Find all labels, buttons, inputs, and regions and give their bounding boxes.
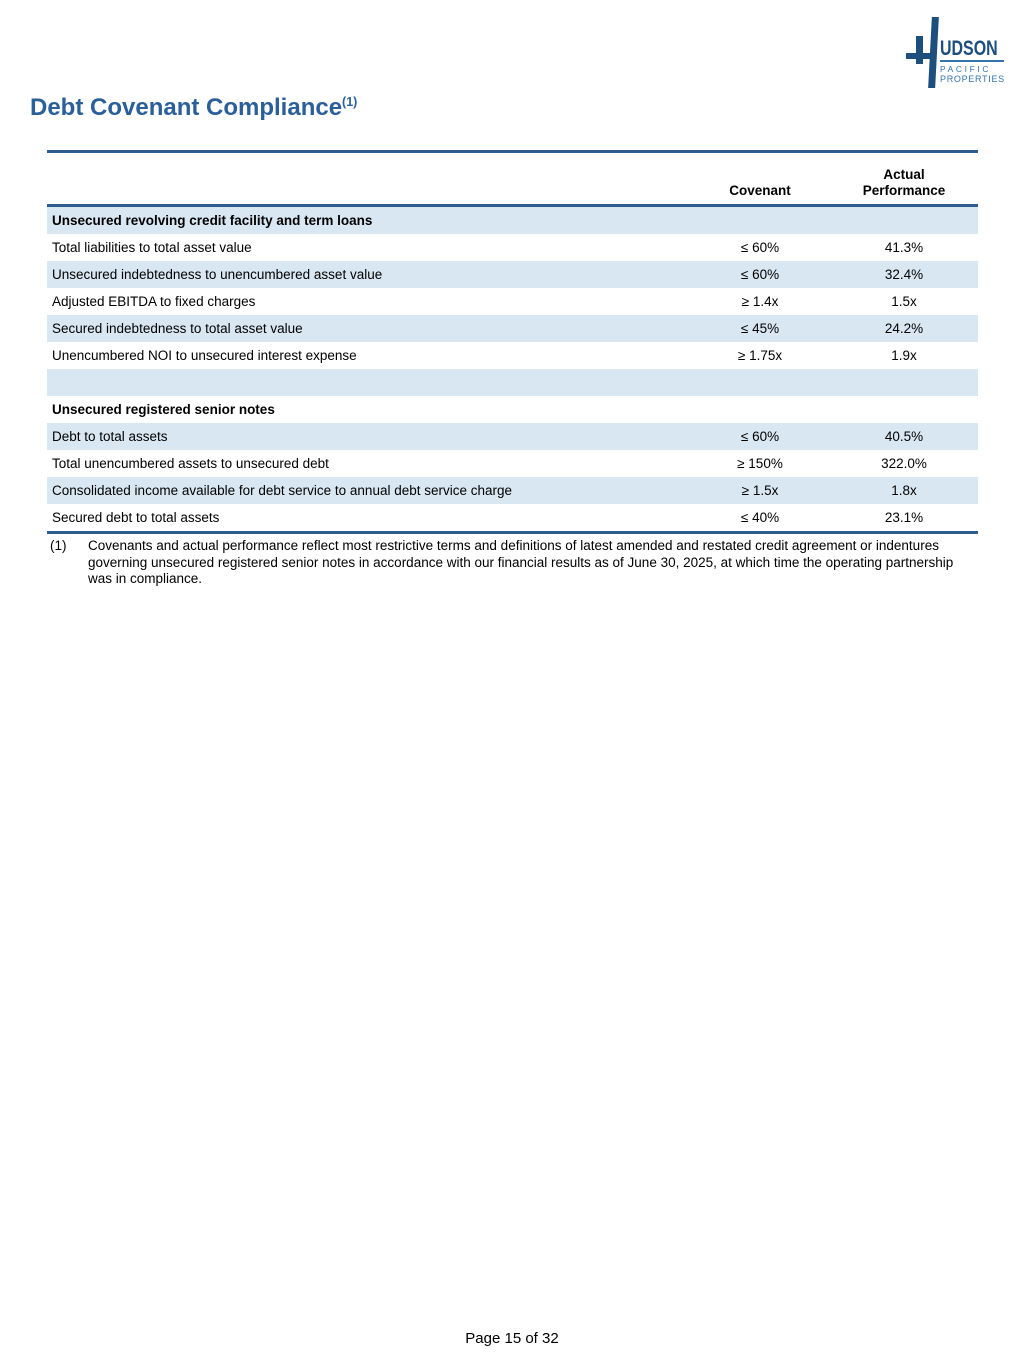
logo-text-block: UDSON PACIFIC PROPERTIES xyxy=(940,37,1005,85)
row-actual: 41.3% xyxy=(884,239,924,255)
table-row: Secured indebtedness to total asset valu… xyxy=(47,315,978,342)
table-row: Unsecured indebtedness to unencumbered a… xyxy=(47,261,978,288)
row-actual: 1.9x xyxy=(891,347,917,363)
row-covenant: ≥ 1.75x xyxy=(737,347,783,363)
table-row: Consolidated income available for debt s… xyxy=(47,477,978,504)
row-actual: 23.1% xyxy=(884,509,924,525)
row-label: Consolidated income available for debt s… xyxy=(52,482,513,498)
row-covenant: ≤ 60% xyxy=(740,266,780,282)
logo-name-sub1: PACIFIC xyxy=(940,64,992,74)
row-actual: 322.0% xyxy=(881,455,927,471)
row-covenant: ≤ 45% xyxy=(740,320,780,336)
company-logo: UDSON PACIFIC PROPERTIES xyxy=(906,17,1005,89)
row-label: Unsecured indebtedness to unencumbered a… xyxy=(52,266,383,282)
footnote-marker: (1) xyxy=(50,538,67,553)
table-row: Debt to total assets ≤ 60% 40.5% xyxy=(47,423,978,450)
table-row: Secured debt to total assets ≤ 40% 23.1% xyxy=(47,504,978,531)
row-actual: 1.8x xyxy=(891,482,917,498)
row-label: Total unencumbered assets to unsecured d… xyxy=(52,455,329,471)
header-actual-line2: Performance xyxy=(862,183,946,198)
row-covenant: ≤ 60% xyxy=(740,239,780,255)
section-header-label: Unsecured revolving credit facility and … xyxy=(52,212,373,228)
row-label: Total liabilities to total asset value xyxy=(52,239,252,255)
logo-name-sub2: PROPERTIES xyxy=(940,74,1005,84)
row-label: Secured indebtedness to total asset valu… xyxy=(52,320,303,336)
row-covenant: ≥ 1.4x xyxy=(741,293,779,309)
row-covenant: ≥ 150% xyxy=(737,455,783,471)
logo-name-main: UDSON xyxy=(940,37,998,60)
page-title: Debt Covenant Compliance(1) xyxy=(30,94,357,122)
row-actual: 40.5% xyxy=(884,428,924,444)
table-row: Total liabilities to total asset value ≤… xyxy=(47,234,978,261)
header-actual-line1: Actual xyxy=(883,167,925,182)
table-row: Total unencumbered assets to unsecured d… xyxy=(47,450,978,477)
row-label: Debt to total assets xyxy=(52,428,168,444)
footnote: (1) Covenants and actual performance ref… xyxy=(50,538,958,588)
row-covenant: ≤ 40% xyxy=(740,509,780,525)
logo-h-right-bar xyxy=(928,17,939,88)
covenant-table: Covenant Actual Performance Unsecured rev… xyxy=(47,150,978,534)
row-label: Secured debt to total assets xyxy=(52,509,220,525)
logo-underline xyxy=(940,60,1004,62)
table-row: Adjusted EBITDA to fixed charges ≥ 1.4x … xyxy=(47,288,978,315)
section-header-row: Unsecured revolving credit facility and … xyxy=(47,207,978,234)
spacer-row xyxy=(47,369,978,396)
table-header-row: Covenant Actual Performance xyxy=(47,153,978,207)
page-title-text: Debt Covenant Compliance xyxy=(30,94,343,121)
page-number: Page 15 of 32 xyxy=(465,1330,559,1347)
logo-h-left-bar xyxy=(916,36,923,64)
row-covenant: ≤ 60% xyxy=(740,428,780,444)
section-header-row: Unsecured registered senior notes xyxy=(47,396,978,423)
footnote-text: Covenants and actual performance reflect… xyxy=(88,538,954,586)
row-actual: 24.2% xyxy=(884,320,924,336)
row-label: Unencumbered NOI to unsecured interest e… xyxy=(52,347,357,363)
header-actual-performance: Actual Performance xyxy=(830,167,978,199)
title-footnote-ref: (1) xyxy=(342,95,358,109)
section-header-label: Unsecured registered senior notes xyxy=(52,401,275,417)
row-actual: 1.5x xyxy=(891,293,917,309)
table-row: Unencumbered NOI to unsecured interest e… xyxy=(47,342,978,369)
row-actual: 32.4% xyxy=(884,266,924,282)
header-covenant: Covenant xyxy=(729,183,791,198)
row-label: Adjusted EBITDA to fixed charges xyxy=(52,293,256,309)
row-covenant: ≥ 1.5x xyxy=(741,482,779,498)
